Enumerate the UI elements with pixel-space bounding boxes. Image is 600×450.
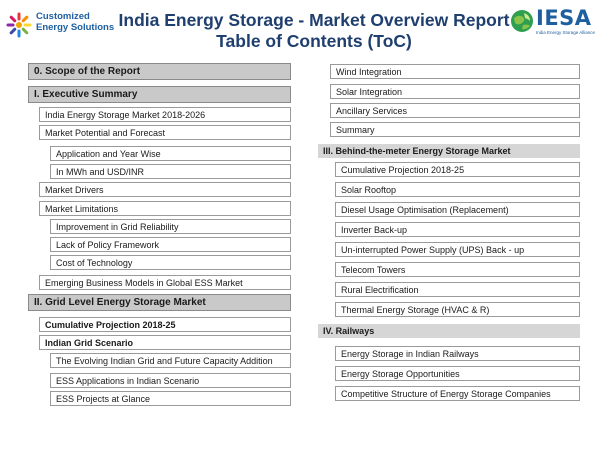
toc-item: Solar Rooftop bbox=[335, 182, 580, 197]
toc-item: The Evolving Indian Grid and Future Capa… bbox=[50, 353, 291, 368]
title-line1: India Energy Storage - Market Overview R… bbox=[118, 10, 510, 30]
title-line2: Table of Contents (ToC) bbox=[216, 31, 412, 51]
toc-item: Indian Grid Scenario bbox=[39, 335, 291, 350]
iesa-globe-icon bbox=[511, 10, 533, 32]
toc-item: Un-interrupted Power Supply (UPS) Back -… bbox=[335, 242, 580, 257]
section-executive-summary: I. Executive Summary bbox=[28, 86, 291, 103]
toc-item: ESS Projects at Glance bbox=[50, 391, 291, 406]
toc-item: Rural Electrification bbox=[335, 282, 580, 297]
toc-item: Cost of Technology bbox=[50, 255, 291, 270]
toc-item: India Energy Storage Market 2018-2026 bbox=[39, 107, 291, 122]
iesa-logo-name: IESA bbox=[536, 6, 592, 30]
toc-item: Market Potential and Forecast bbox=[39, 125, 291, 140]
section-railways: IV. Railways bbox=[318, 324, 580, 338]
ces-logo-icon bbox=[6, 12, 32, 38]
iesa-logo: IESA India Energy Storage Alliance bbox=[510, 6, 596, 40]
toc-item: Energy Storage Opportunities bbox=[335, 366, 580, 381]
toc-item: Thermal Energy Storage (HVAC & R) bbox=[335, 302, 580, 317]
toc-item: Competitive Structure of Energy Storage … bbox=[335, 386, 580, 401]
toc-item: Emerging Business Models in Global ESS M… bbox=[39, 275, 291, 290]
toc-item: Inverter Back-up bbox=[335, 222, 580, 237]
toc-item: Solar Integration bbox=[330, 84, 580, 99]
toc-item: Application and Year Wise bbox=[50, 146, 291, 161]
toc-item: Ancillary Services bbox=[330, 103, 580, 118]
toc-item: Improvement in Grid Reliability bbox=[50, 219, 291, 234]
section-scope: 0. Scope of the Report bbox=[28, 63, 291, 80]
toc-item: Market Drivers bbox=[39, 182, 291, 197]
toc-item: Cumulative Projection 2018-25 bbox=[335, 162, 580, 177]
toc-item: ESS Applications in Indian Scenario bbox=[50, 373, 291, 388]
toc-item: Lack of Policy Framework bbox=[50, 237, 291, 252]
toc-item: In MWh and USD/INR bbox=[50, 164, 291, 179]
ces-logo-line1: Customized bbox=[36, 11, 90, 22]
ces-logo: Customized Energy Solutions bbox=[6, 10, 116, 40]
iesa-logo-tagline: India Energy Storage Alliance bbox=[536, 30, 596, 35]
page-title: India Energy Storage - Market Overview R… bbox=[118, 10, 510, 52]
section-behind-the-meter: III. Behind-the-meter Energy Storage Mar… bbox=[318, 144, 580, 158]
toc-item: Summary bbox=[330, 122, 580, 137]
section-grid-level: II. Grid Level Energy Storage Market bbox=[28, 294, 291, 311]
toc-item: Cumulative Projection 2018-25 bbox=[39, 317, 291, 332]
toc-item: Market Limitations bbox=[39, 201, 291, 216]
toc-item: Energy Storage in Indian Railways bbox=[335, 346, 580, 361]
toc-item: Telecom Towers bbox=[335, 262, 580, 277]
ces-logo-line2: Energy Solutions bbox=[36, 22, 115, 33]
toc-item: Wind Integration bbox=[330, 64, 580, 79]
toc-item: Diesel Usage Optimisation (Replacement) bbox=[335, 202, 580, 217]
